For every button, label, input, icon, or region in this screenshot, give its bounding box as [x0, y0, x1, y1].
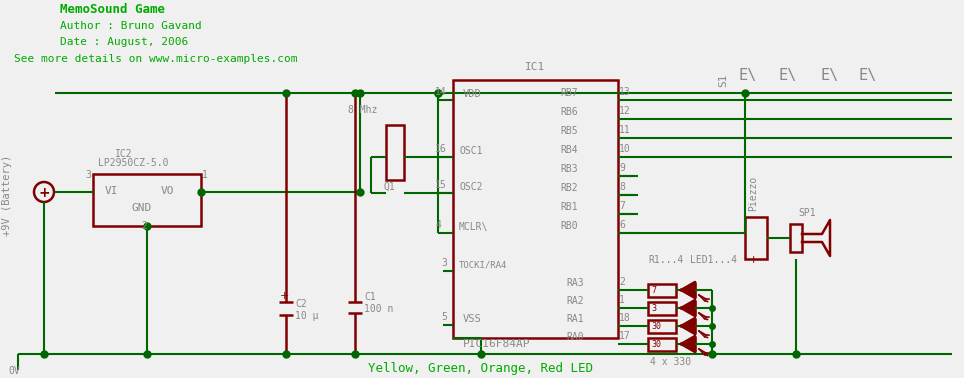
Text: 4 x 330: 4 x 330 [650, 357, 691, 367]
Text: 100 n: 100 n [364, 304, 393, 314]
Text: RA3: RA3 [566, 278, 583, 288]
Text: 13: 13 [619, 87, 630, 97]
Text: See more details on www.micro-examples.com: See more details on www.micro-examples.c… [14, 54, 298, 64]
Text: 10 μ: 10 μ [295, 311, 318, 321]
Text: MCLR\: MCLR\ [459, 222, 489, 232]
Polygon shape [681, 336, 695, 352]
Text: R1...4: R1...4 [648, 255, 683, 265]
Text: 10: 10 [619, 144, 630, 154]
Polygon shape [681, 300, 695, 316]
Text: 1: 1 [619, 295, 625, 305]
Text: Yellow, Green, Orange, Red LED: Yellow, Green, Orange, Red LED [367, 362, 593, 375]
Text: 7: 7 [619, 201, 625, 211]
Text: TOCKI/RA4: TOCKI/RA4 [459, 261, 507, 270]
Polygon shape [681, 282, 695, 298]
Text: VSS: VSS [463, 314, 482, 324]
Text: Q1: Q1 [384, 182, 396, 192]
Text: E\: E\ [820, 68, 839, 83]
Text: MemoSound Game: MemoSound Game [60, 3, 165, 16]
Text: Piezzo: Piezzo [748, 176, 758, 211]
Text: 1: 1 [202, 170, 208, 180]
Text: 3: 3 [651, 304, 656, 313]
Text: 30: 30 [651, 340, 661, 349]
Text: RB4: RB4 [560, 145, 577, 155]
Text: 9: 9 [619, 163, 625, 173]
Text: 30: 30 [651, 322, 661, 331]
Polygon shape [681, 318, 695, 334]
Text: IC2: IC2 [115, 149, 133, 159]
Text: 3: 3 [441, 258, 447, 268]
Text: RB7: RB7 [560, 88, 577, 98]
Text: C2: C2 [295, 299, 307, 309]
Text: 2: 2 [141, 221, 147, 231]
Text: +: + [280, 291, 289, 301]
Text: VO: VO [161, 186, 174, 196]
Text: 8 Mhz: 8 Mhz [348, 105, 377, 115]
Text: RB1: RB1 [560, 202, 577, 212]
Text: E\: E\ [778, 68, 796, 83]
Text: S1: S1 [718, 73, 728, 87]
Text: 12: 12 [619, 106, 630, 116]
Text: 6: 6 [619, 220, 625, 230]
Text: 4: 4 [435, 220, 441, 230]
Text: C1: C1 [364, 292, 376, 302]
Text: 11: 11 [619, 125, 630, 135]
Text: LP2950CZ-5.0: LP2950CZ-5.0 [98, 158, 169, 168]
Text: 18: 18 [619, 313, 630, 323]
Text: VI: VI [105, 186, 119, 196]
Text: GND: GND [131, 203, 151, 213]
Text: 3: 3 [85, 170, 91, 180]
Text: RB5: RB5 [560, 126, 577, 136]
Text: 8: 8 [619, 182, 625, 192]
Text: IC1: IC1 [525, 62, 546, 72]
Text: RA1: RA1 [566, 314, 583, 324]
Text: 16: 16 [435, 144, 446, 154]
Text: RB6: RB6 [560, 107, 577, 117]
Text: E\: E\ [738, 68, 756, 83]
Text: 17: 17 [619, 331, 630, 341]
Text: RB3: RB3 [560, 164, 577, 174]
Text: Author : Bruno Gavand: Author : Bruno Gavand [60, 21, 201, 31]
Text: Date : August, 2006: Date : August, 2006 [60, 37, 188, 47]
Text: RB2: RB2 [560, 183, 577, 193]
Text: PIC16F84AP: PIC16F84AP [463, 339, 530, 349]
Text: RA2: RA2 [566, 296, 583, 306]
Text: 7: 7 [651, 286, 656, 295]
Text: RB0: RB0 [560, 221, 577, 231]
Text: LED1...4: LED1...4 [690, 255, 737, 265]
Text: E\: E\ [858, 68, 876, 83]
Text: 14: 14 [435, 87, 446, 97]
Text: +: + [39, 186, 50, 200]
Text: 2: 2 [619, 277, 625, 287]
Text: OSC2: OSC2 [459, 182, 483, 192]
Text: RA0: RA0 [566, 332, 583, 342]
Text: +: + [749, 255, 759, 265]
Text: SP1: SP1 [798, 208, 816, 218]
Text: OSC1: OSC1 [459, 146, 483, 156]
Text: 15: 15 [435, 180, 446, 190]
Text: 0V: 0V [8, 366, 19, 376]
Text: VDD: VDD [463, 89, 482, 99]
Text: +9V (Battery): +9V (Battery) [2, 154, 12, 235]
Text: 5: 5 [441, 312, 447, 322]
